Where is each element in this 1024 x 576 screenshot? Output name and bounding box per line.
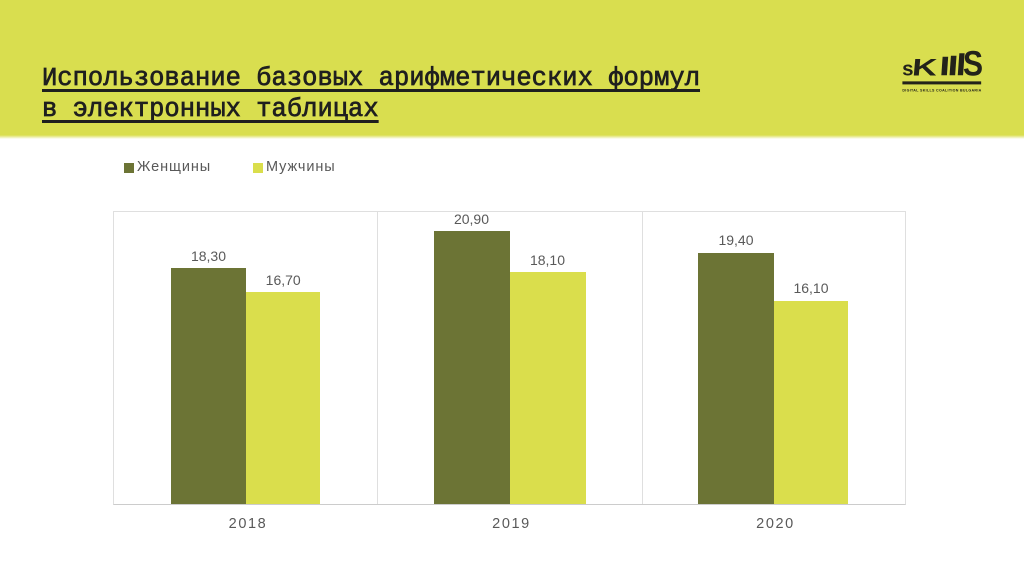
svg-text:K: K: [911, 54, 939, 81]
svg-text:S: S: [963, 47, 983, 83]
svg-text:DIGITAL SKILLS COALITION BULGA: DIGITAL SKILLS COALITION BULGARIA: [902, 88, 981, 92]
svg-text:s: s: [902, 57, 913, 80]
